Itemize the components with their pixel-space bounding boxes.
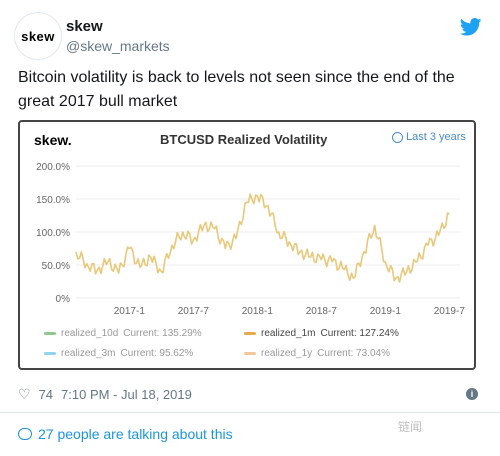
like-count[interactable]: 74 (38, 387, 54, 402)
tweet-meta: ♡ 74 7:10 PM - Jul 18, 2019 (18, 386, 192, 403)
chart-card[interactable]: skew. BTCUSD Realized Volatility Last 3 … (18, 120, 476, 370)
legend-item-realized_10d[interactable]: realized_10d Current: 135.29% (44, 328, 202, 339)
series-line-realized_1m (75, 193, 450, 283)
legend-swatch (244, 352, 256, 355)
legend-name: realized_3m (61, 348, 116, 359)
range-label: Last 3 years (406, 131, 466, 143)
legend-current: Current: 95.62% (120, 348, 194, 359)
watermark-logo: 链闻 (398, 420, 423, 434)
card-logo: skew. (34, 132, 72, 148)
range-selector[interactable]: Last 3 years (392, 131, 466, 143)
y-tick-label: 0% (56, 294, 71, 305)
y-tick-label: 150.0% (36, 195, 70, 206)
y-tick-label: 200.0% (36, 162, 70, 173)
divider (0, 412, 500, 413)
legend-item-realized_1y[interactable]: realized_1y Current: 73.04% (244, 348, 390, 359)
y-tick-label: 50.0% (42, 261, 70, 272)
account-name[interactable]: skew (66, 18, 103, 35)
reply-bubble-icon (18, 428, 32, 440)
tweet-text: Bitcoin volatility is back to levels not… (18, 69, 455, 110)
legend-current: Current: 127.24% (320, 328, 399, 339)
avatar[interactable]: skew (14, 12, 62, 60)
legend-name: realized_10d (61, 328, 119, 339)
legend-swatch (44, 332, 56, 335)
x-tick-label: 2018-1 (242, 306, 274, 317)
chart-title: BTCUSD Realized Volatility (160, 132, 328, 147)
legend-name: realized_1y (261, 348, 313, 359)
x-tick-label: 2019-1 (370, 306, 402, 317)
info-icon[interactable]: i (466, 388, 478, 400)
legend-item-realized_1m[interactable]: realized_1m Current: 127.24% (244, 328, 399, 339)
avatar-text: skew (21, 28, 55, 44)
heart-icon[interactable]: ♡ (18, 386, 31, 402)
x-tick-label: 2017-1 (114, 306, 146, 317)
legend-current: Current: 73.04% (317, 348, 390, 359)
talking-text: 27 people are talking about this (38, 426, 233, 442)
legend-swatch (244, 332, 256, 335)
legend-swatch (44, 352, 56, 355)
tweet-timestamp[interactable]: 7:10 PM - Jul 18, 2019 (61, 387, 192, 402)
legend-item-realized_3m[interactable]: realized_3m Current: 95.62% (44, 348, 193, 359)
account-handle[interactable]: @skew_markets (66, 38, 170, 54)
y-tick-label: 100.0% (36, 228, 70, 239)
legend-name: realized_1m (261, 328, 316, 339)
conversation-link[interactable]: 27 people are talking about this (18, 426, 233, 442)
x-tick-label: 2019-7 (434, 306, 466, 317)
clock-icon (392, 131, 403, 143)
volatility-chart: 200.0% 150.0% 100.0% 50.0% 0% 2017-1 2017-7 201… (36, 162, 466, 317)
twitter-bird-icon[interactable] (460, 18, 482, 36)
legend-current: Current: 135.29% (123, 328, 202, 339)
x-tick-label: 2018-7 (306, 306, 338, 317)
x-tick-label: 2017-7 (178, 306, 210, 317)
